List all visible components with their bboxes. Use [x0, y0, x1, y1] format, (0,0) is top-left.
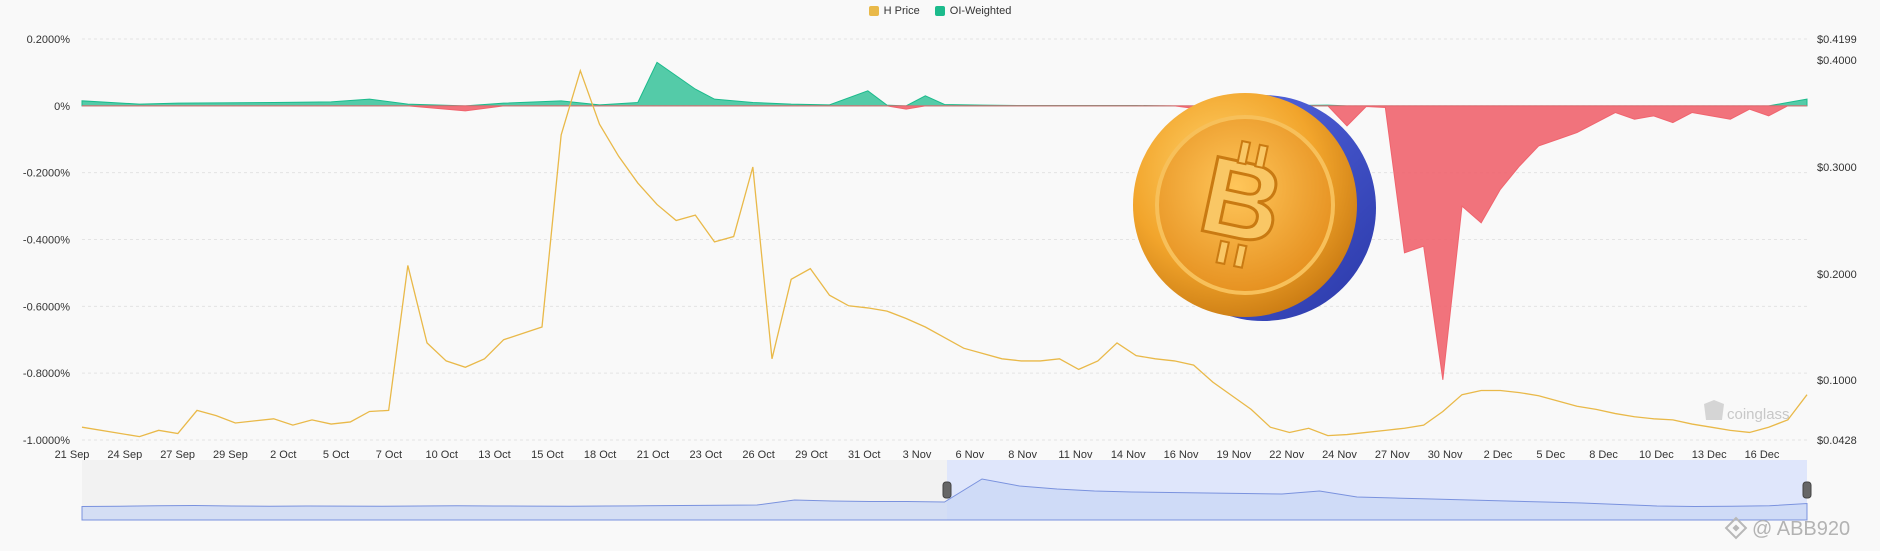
bitcoin-coin-icon: B — [1133, 93, 1376, 321]
left-axis-tick-label: -0.6000% — [23, 301, 70, 313]
coinglass-logo-icon — [1704, 400, 1724, 420]
x-axis-tick-label: 24 Nov — [1322, 449, 1357, 461]
left-axis-tick-label: 0% — [54, 101, 70, 113]
right-axis: $0.4199 $0.4000 $0.3000 $0.2000 $0.1000 $0.04… — [1817, 34, 1857, 447]
x-axis-tick-label: 11 Nov — [1058, 449, 1093, 461]
left-axis-tick-label: 0.2000% — [27, 34, 71, 46]
coinglass-watermark-text: coinglass — [1727, 406, 1790, 423]
x-axis-tick-label: 29 Oct — [795, 449, 827, 461]
price-series-line — [81, 68, 1808, 438]
x-axis-tick-label: 16 Dec — [1745, 449, 1780, 461]
x-axis-tick-label: 13 Oct — [478, 449, 510, 461]
x-axis-tick-label: 24 Sep — [107, 449, 142, 461]
x-axis-tick-label: 10 Dec — [1639, 449, 1674, 461]
oi-negative-area — [82, 105, 1807, 380]
legend-item-oi-weighted[interactable]: OI-Weighted — [934, 5, 1012, 17]
x-axis-tick-label: 8 Dec — [1589, 449, 1618, 461]
x-axis-tick-label: 22 Nov — [1269, 449, 1304, 461]
x-axis-tick-label: 31 Oct — [848, 449, 880, 461]
x-axis-tick-label: 5 Oct — [323, 449, 349, 461]
right-axis-tick-label: $0.2000 — [1817, 269, 1857, 281]
x-axis-tick-label: 21 Oct — [637, 449, 669, 461]
x-axis-tick-label: 23 Oct — [690, 449, 722, 461]
oi-positive-area — [81, 61, 1808, 107]
legend-label-oi-weighted: OI-Weighted — [949, 5, 1012, 17]
x-axis-tick-label: 27 Nov — [1375, 449, 1410, 461]
x-axis-tick-label: 2 Dec — [1484, 449, 1513, 461]
author-watermark-text: @ ABB920 — [1752, 518, 1850, 540]
x-axis-tick-label: 8 Nov — [1008, 449, 1037, 461]
binance-square-icon — [1724, 516, 1748, 540]
x-axis-tick-label: 29 Sep — [213, 449, 248, 461]
x-axis-tick-label: 21 Sep — [55, 449, 90, 461]
legend-label-price: H Price — [883, 5, 920, 17]
legend-swatch-price — [868, 6, 879, 16]
price-line — [81, 68, 1808, 438]
legend-item-price[interactable]: H Price — [868, 5, 920, 17]
x-axis-tick-label: 30 Nov — [1428, 449, 1463, 461]
coinglass-watermark: coinglass — [1704, 400, 1790, 423]
x-axis-tick-label: 19 Nov — [1216, 449, 1251, 461]
right-axis-tick-label: $0.1000 — [1817, 375, 1857, 387]
left-axis: 0.2000% 0% -0.2000% -0.4000% -0.6000% -0.8000… — [23, 34, 70, 447]
left-axis-tick-label: -1.0000% — [23, 435, 70, 447]
right-axis-tick-label: $0.4199 — [1817, 34, 1857, 46]
x-axis-tick-label: 3 Nov — [903, 449, 932, 461]
x-axis-tick-label: 16 Nov — [1164, 449, 1199, 461]
x-axis-tick-label: 27 Sep — [160, 449, 195, 461]
left-axis-tick-label: -0.4000% — [23, 235, 70, 247]
author-watermark: @ ABB920 — [1724, 516, 1850, 540]
legend-swatch-oi-weighted — [934, 6, 945, 16]
x-axis-tick-label: 7 Oct — [376, 449, 402, 461]
x-axis-tick-label: 10 Oct — [425, 449, 457, 461]
navigator-right-handle[interactable] — [1802, 481, 1812, 499]
navigator-series — [81, 478, 1808, 521]
navigator[interactable] — [81, 460, 1812, 521]
navigator-left-handle[interactable] — [942, 481, 952, 499]
x-axis-tick-label: 2 Oct — [270, 449, 296, 461]
x-axis-tick-label: 5 Dec — [1536, 449, 1565, 461]
right-axis-tick-label: $0.0428 — [1817, 435, 1857, 447]
grid-lines — [82, 38, 1807, 441]
right-axis-tick-label: $0.4000 — [1817, 55, 1857, 67]
left-axis-tick-label: -0.8000% — [23, 368, 70, 380]
x-axis-tick-label: 6 Nov — [955, 449, 984, 461]
x-axis: 21 Sep 24 Sep 27 Sep 29 Sep 2 Oct 5 Oct 7 Oct 1… — [55, 449, 1780, 461]
x-axis-tick-label: 26 Oct — [742, 449, 774, 461]
x-axis-tick-label: 15 Oct — [531, 449, 563, 461]
x-axis-tick-label: 14 Nov — [1111, 449, 1146, 461]
x-axis-tick-label: 18 Oct — [584, 449, 616, 461]
oi-weighted-area — [81, 61, 1808, 380]
chart-legend: H Price OI-Weighted — [0, 5, 1880, 19]
right-axis-tick-label: $0.3000 — [1817, 162, 1857, 174]
left-axis-tick-label: -0.2000% — [23, 168, 70, 180]
x-axis-tick-label: 13 Dec — [1692, 449, 1727, 461]
